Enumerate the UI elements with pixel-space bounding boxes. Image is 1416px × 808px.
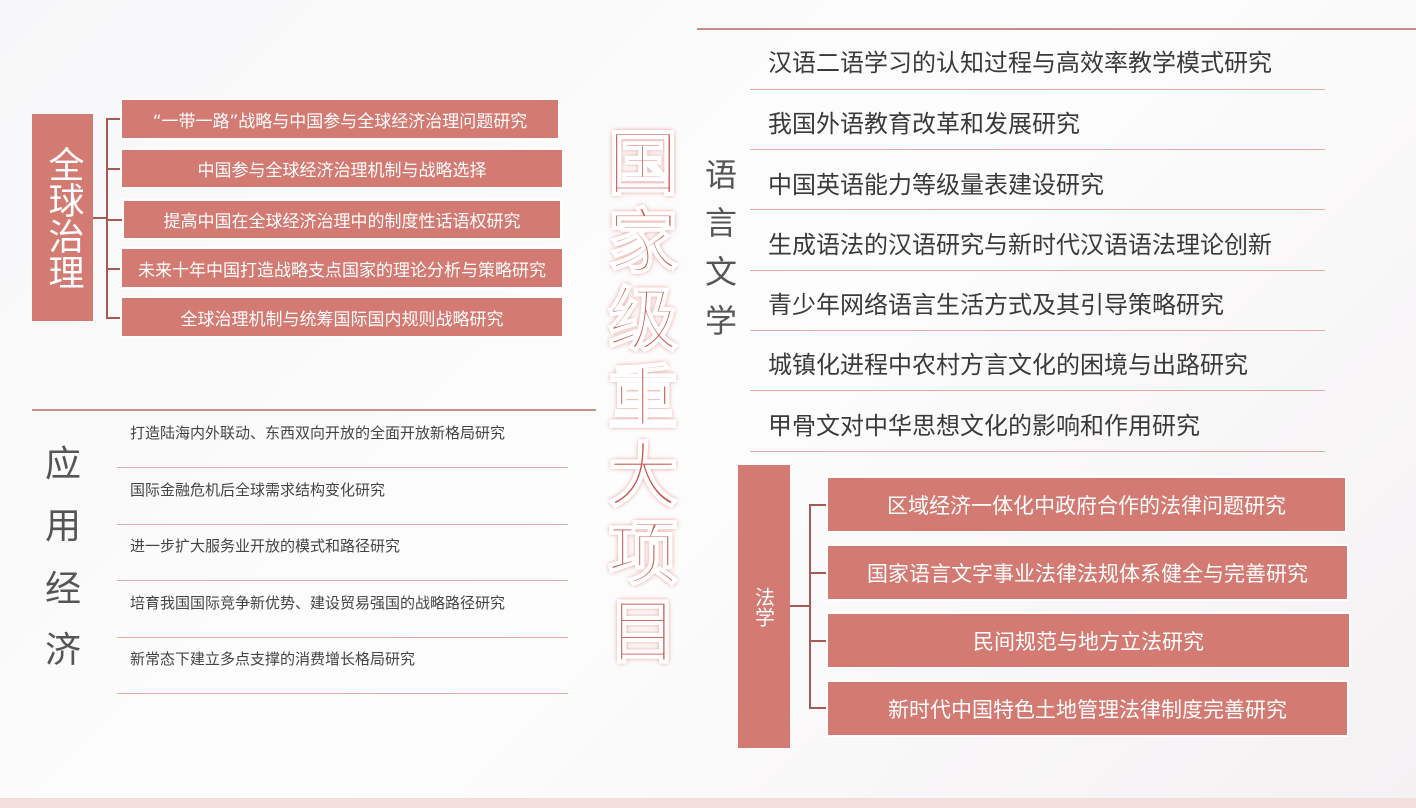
law-label: 法学 [738,465,790,748]
topic-item: 打造陆海内外联动、东西双向开放的全面开放新格局研究 [130,424,506,442]
title-char: 级 [607,278,679,362]
topic-item: 提高中国在全球经济治理中的制度性话语权研究 [124,201,560,238]
divider-line [809,707,828,709]
title-char: 重 [607,356,679,440]
bracket-tick [106,268,122,270]
section-label-char: 经 [45,569,82,610]
section-label-char: 学 [705,302,738,340]
bracket-tick [106,219,122,221]
divider-line [809,640,828,642]
topic-item: 新时代中国特色土地管理法律制度完善研究 [828,682,1347,735]
topic-item: 国家语言文字事业法律法规体系健全与完善研究 [828,546,1347,599]
divider-line [117,467,568,468]
topic-item: 甲骨文对中华思想文化的影响和作用研究 [768,412,1200,440]
bracket-line [106,118,108,318]
section-label-char: 言 [705,204,738,242]
topic-item: 民间规范与地方立法研究 [828,614,1349,667]
divider-line [117,637,568,638]
divider-line [809,504,828,506]
topic-item: 汉语二语学习的认知过程与高效率教学模式研究 [768,49,1272,77]
bracket-tick [106,317,122,319]
topic-item: 区域经济一体化中政府合作的法律问题研究 [828,478,1345,531]
bracket-connector [93,217,107,219]
topic-item: “一带一路”战略与中国参与全球经济治理问题研究 [122,100,558,138]
title-char: 家 [607,200,679,284]
bracket-connector [790,605,810,607]
divider-line [750,89,1325,90]
divider-line [117,524,568,525]
bracket-tick [106,118,122,120]
section-label-char: 语 [705,156,738,194]
section-divider [32,409,596,411]
section-label-char: 用 [45,506,82,547]
topic-item: 中国英语能力等级量表建设研究 [768,171,1104,199]
topic-item: 新常态下建立多点支撑的消费增长格局研究 [130,650,416,668]
divider-line [750,390,1325,391]
bracket-tick [106,168,122,170]
topic-item: 我国外语教育改革和发展研究 [768,110,1080,138]
divider-line [750,330,1325,331]
bottom-strip [0,798,1416,808]
title-char: 项 [607,512,679,596]
topic-item: 青少年网络语言生活方式及其引导策略研究 [768,291,1224,319]
divider-line [750,149,1325,150]
divider-line [809,572,828,574]
global-governance-label: 全球治理 [32,114,93,321]
divider-line [750,209,1325,210]
bracket-line [809,504,811,708]
topic-item: 国际金融危机后全球需求结构变化研究 [130,481,386,499]
section-label-char: 文 [705,253,738,291]
topic-item: 未来十年中国打造战略支点国家的理论分析与策略研究 [122,249,562,287]
topic-item: 进一步扩大服务业开放的模式和路径研究 [130,537,401,555]
title-char: 大 [607,434,679,518]
title-char: 国 [607,122,679,206]
topic-item: 培育我国国际竞争新优势、建设贸易强国的战略路径研究 [130,594,506,612]
divider-line [750,451,1325,452]
top-line [697,28,1416,30]
section-label-char: 济 [45,630,82,671]
law-label-text: 法学 [751,586,776,627]
topic-item: 全球治理机制与统筹国际国内规则战略研究 [122,298,562,336]
topic-item: 城镇化进程中农村方言文化的困境与出路研究 [768,351,1248,379]
divider-line [117,580,568,581]
topic-item: 生成语法的汉语研究与新时代汉语语法理论创新 [768,231,1272,259]
global-governance-label-text: 全球治理 [42,145,84,290]
section-label-char: 应 [45,444,82,485]
topic-item: 中国参与全球经济治理机制与战略选择 [122,150,562,187]
title-char: 目 [607,590,679,674]
divider-line [117,693,568,694]
divider-line [750,270,1325,271]
